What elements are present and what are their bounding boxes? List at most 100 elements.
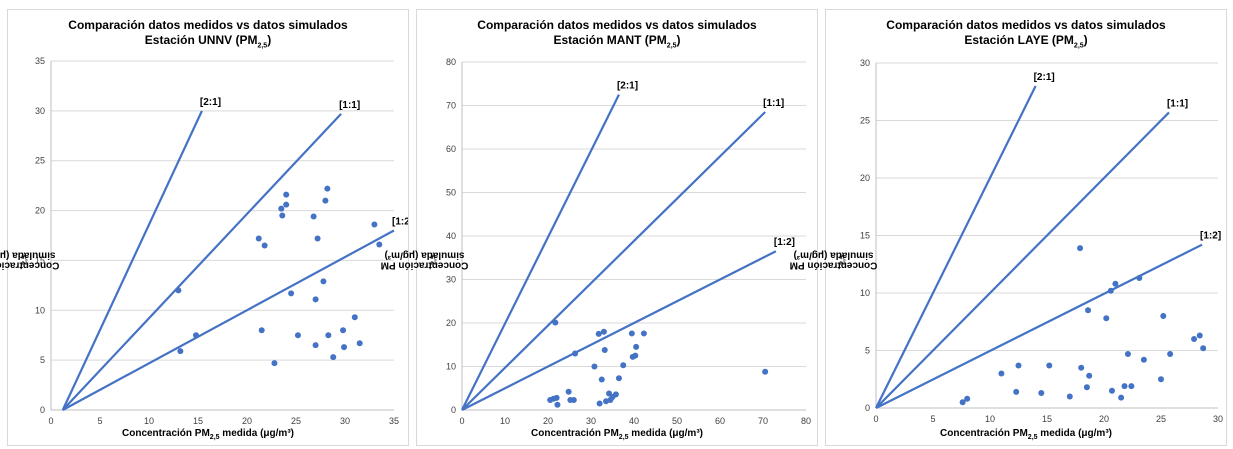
x-tick-label: 15 bbox=[1042, 414, 1052, 424]
data-point bbox=[175, 287, 182, 294]
y-tick-label: 0 bbox=[865, 403, 870, 413]
y-tick-label: 10 bbox=[446, 362, 456, 372]
data-point bbox=[325, 332, 332, 339]
x-tick-label: 25 bbox=[291, 416, 301, 426]
data-point bbox=[762, 368, 769, 375]
data-point bbox=[1085, 307, 1092, 314]
data-point bbox=[565, 388, 572, 395]
data-point bbox=[1038, 390, 1045, 397]
data-point bbox=[553, 394, 560, 401]
data-point bbox=[322, 197, 329, 204]
data-point bbox=[1083, 384, 1090, 391]
x-tick-label: 35 bbox=[389, 416, 399, 426]
y-tick-label: 20 bbox=[35, 206, 45, 216]
data-point bbox=[964, 395, 971, 402]
reference-line-label: [1:2] bbox=[392, 217, 408, 228]
data-point bbox=[356, 340, 363, 347]
reference-line-label: [2:1] bbox=[1034, 72, 1055, 83]
x-tick-label: 10 bbox=[144, 416, 154, 426]
chart-title: Comparación datos medidos vs datos simul… bbox=[886, 18, 1166, 32]
x-tick-label: 5 bbox=[930, 414, 935, 424]
x-tick-label: 40 bbox=[629, 416, 639, 426]
data-point bbox=[310, 213, 317, 220]
y-tick-label: 5 bbox=[865, 346, 870, 356]
data-point bbox=[1140, 356, 1147, 363]
data-point bbox=[1191, 336, 1198, 342]
y-tick-label: 25 bbox=[860, 116, 870, 126]
y-tick-label: 10 bbox=[860, 288, 870, 298]
data-point bbox=[341, 344, 348, 351]
data-point bbox=[330, 354, 337, 361]
chart-svg-unnv: 0 5 10 15 20 25 30 35 0 5 10 15 20 25 30 35 [2:1] [1:1] [1… bbox=[35, 56, 408, 426]
data-point bbox=[632, 352, 639, 359]
data-point bbox=[1167, 350, 1174, 357]
y-tick-label: 0 bbox=[451, 405, 456, 415]
data-point bbox=[312, 296, 319, 303]
chart-subtitle: Estación MANT (PM2,5) bbox=[553, 33, 681, 50]
x-tick-label: 15 bbox=[193, 416, 203, 426]
data-point bbox=[371, 221, 378, 228]
data-point bbox=[598, 376, 605, 383]
reference-line bbox=[461, 250, 777, 411]
data-point bbox=[595, 330, 602, 337]
data-point bbox=[376, 241, 383, 248]
reference-line bbox=[875, 111, 1170, 409]
y-tick-label: 30 bbox=[446, 275, 456, 285]
x-tick-label: 30 bbox=[1213, 414, 1223, 424]
data-point bbox=[1046, 362, 1053, 369]
x-tick-label: 60 bbox=[715, 416, 725, 426]
data-point bbox=[1121, 383, 1128, 390]
reference-line-label: [1:1] bbox=[1167, 98, 1188, 109]
data-point bbox=[314, 235, 321, 242]
data-point bbox=[591, 363, 598, 370]
data-point bbox=[633, 343, 640, 350]
data-point bbox=[615, 375, 622, 382]
x-tick-label: 10 bbox=[985, 414, 995, 424]
data-point bbox=[255, 235, 262, 242]
data-point bbox=[640, 330, 647, 337]
data-point bbox=[1112, 280, 1119, 287]
y-tick-label: 20 bbox=[860, 173, 870, 183]
data-point bbox=[1136, 275, 1143, 282]
y-tick-label: 70 bbox=[446, 101, 456, 111]
x-tick-label: 30 bbox=[340, 416, 350, 426]
reference-line-label: [1:1] bbox=[763, 98, 784, 109]
chart-title: Comparación datos medidos vs datos simul… bbox=[477, 18, 757, 32]
chart-title: Comparación datos medidos vs datos simul… bbox=[68, 18, 348, 32]
data-point bbox=[612, 391, 619, 398]
chart-panel-mant: 0 10 20 30 40 50 60 70 80 0 10 20 30 40 50 60 70 80 [2:1] [… bbox=[381, 9, 818, 446]
data-point bbox=[340, 327, 347, 334]
data-point bbox=[1103, 315, 1110, 322]
data-point bbox=[283, 201, 290, 208]
data-point bbox=[1158, 376, 1164, 383]
data-point bbox=[1128, 383, 1135, 390]
reference-line bbox=[61, 110, 203, 411]
y-tick-label: 30 bbox=[35, 106, 45, 116]
x-tick-label: 20 bbox=[1099, 414, 1109, 424]
chart-svg-mant: 0 10 20 30 40 50 60 70 80 0 10 20 30 40 50 60 70 80 [2:1] [… bbox=[446, 57, 811, 426]
data-point bbox=[1196, 332, 1203, 339]
chart-panel-laye: 0 5 10 15 20 25 30 0 5 10 15 20 25 30 [2:1] [1:1] [1:2] … bbox=[790, 9, 1227, 446]
data-point bbox=[570, 396, 577, 403]
chart-panel-unnv: 0 5 10 15 20 25 30 35 0 5 10 15 20 25 30 35 [2:1] [1:1] [1… bbox=[0, 9, 409, 446]
x-tick-label: 0 bbox=[459, 416, 464, 426]
y-tick-label: 10 bbox=[35, 305, 45, 315]
data-point bbox=[193, 332, 200, 339]
data-point bbox=[600, 328, 607, 335]
data-point bbox=[1160, 313, 1167, 319]
x-axis-label: Concentración PM2,5 medida (μg/m³) bbox=[940, 428, 1112, 441]
data-point bbox=[177, 348, 184, 355]
x-tick-label: 0 bbox=[48, 416, 53, 426]
x-axis-label: Concentración PM2,5 medida (μg/m³) bbox=[122, 428, 294, 441]
data-point bbox=[258, 327, 265, 334]
data-point bbox=[554, 401, 561, 408]
reference-line-label: [2:1] bbox=[200, 97, 221, 108]
x-tick-label: 10 bbox=[500, 416, 510, 426]
chart-subtitle: Estación UNNV (PM2,5) bbox=[144, 33, 272, 50]
data-point bbox=[601, 346, 608, 353]
x-tick-label: 20 bbox=[242, 416, 252, 426]
y-tick-label: 60 bbox=[446, 144, 456, 154]
chart-subtitle: Estación LAYE (PM2,5) bbox=[964, 33, 1088, 50]
data-point bbox=[294, 332, 301, 339]
x-axis-label: Concentración PM2,5 medida (μg/m³) bbox=[531, 428, 703, 441]
